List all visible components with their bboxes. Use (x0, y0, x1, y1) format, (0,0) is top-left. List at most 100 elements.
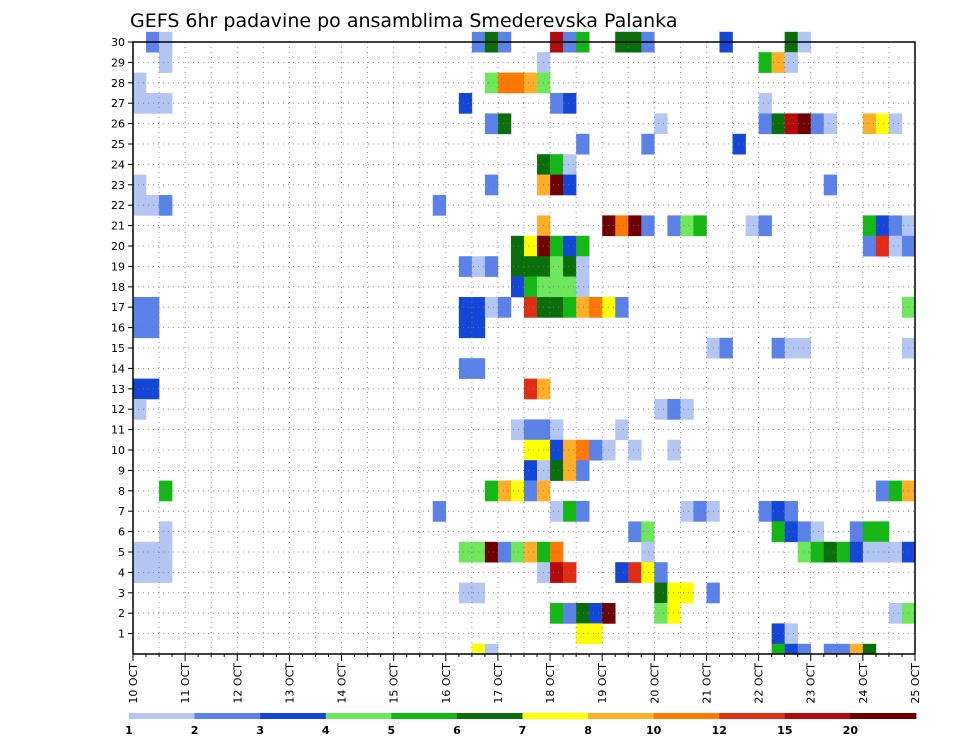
heatmap-cell (563, 93, 577, 114)
heatmap-cell (667, 399, 681, 420)
heatmap-cell (550, 154, 564, 175)
heatmap-cell (458, 297, 473, 318)
x-tick-label: 23 OCT (805, 663, 818, 704)
legend-swatch (391, 713, 458, 719)
legend-label: 15 (777, 724, 792, 737)
heatmap-cell (133, 297, 147, 318)
heatmap-cell (524, 439, 538, 461)
heatmap-cell (563, 460, 577, 481)
legend-swatch (719, 713, 786, 719)
heatmap-cell (849, 541, 864, 563)
heatmap-cell (563, 235, 577, 257)
x-tick-label: 20 OCT (648, 663, 661, 704)
heatmap-cell (641, 133, 655, 155)
y-tick-label: 15 (111, 342, 125, 355)
heatmap-cell (732, 133, 746, 155)
legend-swatch (325, 713, 392, 719)
heatmap-cell (510, 419, 525, 441)
legend-swatch (194, 713, 261, 719)
heatmap-cell (563, 256, 577, 277)
heatmap-cell (133, 399, 147, 420)
heatmap-cell (524, 72, 538, 94)
x-tick-label: 12 OCT (231, 663, 244, 704)
x-tick-label: 22 OCT (753, 663, 766, 704)
heatmap-cell (784, 501, 798, 522)
heatmap-cell (628, 215, 642, 237)
heatmap-cell (524, 460, 538, 481)
heatmap-cell (888, 603, 903, 624)
heatmap-cell (550, 501, 564, 522)
heatmap-cell (823, 643, 838, 655)
legend-label: 4 (322, 724, 330, 737)
heatmap-cell (836, 643, 851, 655)
heatmap-cell (784, 337, 798, 359)
heatmap-cell (576, 603, 590, 624)
heatmap-cell (484, 174, 499, 196)
heatmap-cell (563, 154, 577, 175)
heatmap-cell (550, 235, 564, 257)
legend-label: 7 (519, 724, 527, 737)
heatmap-cell (875, 215, 890, 237)
heatmap-cell (133, 174, 147, 196)
heatmap-cell (784, 623, 798, 645)
heatmap-cell (563, 603, 577, 624)
heatmap-cell (458, 256, 473, 277)
x-tick-label: 13 OCT (283, 663, 296, 704)
heatmap-cell (471, 643, 486, 655)
y-tick-label: 24 (111, 158, 125, 171)
heatmap-cell (641, 521, 655, 543)
heatmap-cell (784, 113, 798, 135)
y-tick-label: 9 (118, 464, 125, 477)
legend-label: 2 (191, 724, 199, 737)
heatmap-cell (862, 521, 877, 543)
heatmap-cell (497, 113, 512, 135)
x-tick-label: 18 OCT (544, 663, 557, 704)
y-tick-label: 30 (111, 36, 125, 49)
y-tick-label: 1 (118, 628, 125, 641)
heatmap-cell (550, 460, 564, 481)
heatmap-cell (524, 378, 538, 400)
heatmap-cell (550, 276, 564, 298)
y-tick-label: 5 (118, 546, 125, 559)
heatmap-cell (133, 317, 147, 339)
heatmap-cell (823, 541, 838, 563)
legend-label: 5 (388, 724, 396, 737)
legend-swatch (522, 713, 589, 719)
legend-swatch (588, 713, 655, 719)
heatmap-cell (563, 562, 577, 583)
heatmap-cell (576, 276, 590, 298)
heatmap-cell (484, 113, 499, 135)
heatmap-cell (758, 215, 772, 237)
y-tick-label: 16 (111, 322, 125, 335)
legend-label: 10 (646, 724, 662, 737)
legend-swatch (129, 713, 195, 719)
legend-label: 6 (453, 724, 461, 737)
y-tick-label: 28 (111, 77, 125, 90)
heatmap-cell (875, 541, 890, 563)
heatmap-cell (862, 215, 877, 237)
heatmap-cell (146, 562, 160, 583)
heatmap-cell (888, 235, 903, 257)
heatmap-cell (862, 235, 877, 257)
heatmap-cell (745, 215, 759, 237)
heatmap-cell (146, 541, 160, 563)
heatmap-cell (615, 297, 629, 318)
y-tick-label: 8 (118, 485, 125, 498)
heatmap-cell (133, 195, 147, 216)
legend-label: 1 (125, 724, 133, 737)
heatmap-cell (497, 480, 512, 502)
y-tick-label: 3 (118, 587, 125, 600)
heatmap-cell (628, 562, 642, 583)
heatmap-cell (888, 113, 903, 135)
heatmap-cell (862, 643, 877, 655)
heatmap-cell (146, 378, 160, 400)
heatmap-cell (576, 439, 590, 461)
y-tick-label: 27 (111, 97, 125, 110)
heatmap-cell (159, 562, 173, 583)
y-tick-label: 29 (111, 56, 125, 69)
heatmap-cell (458, 582, 473, 604)
heatmap-cell (589, 603, 603, 624)
heatmap-cell (849, 643, 864, 655)
color-legend: 1 2 3 4 5 6 7 8 10 12 15 20 (125, 713, 917, 737)
heatmap-cell (550, 93, 564, 114)
